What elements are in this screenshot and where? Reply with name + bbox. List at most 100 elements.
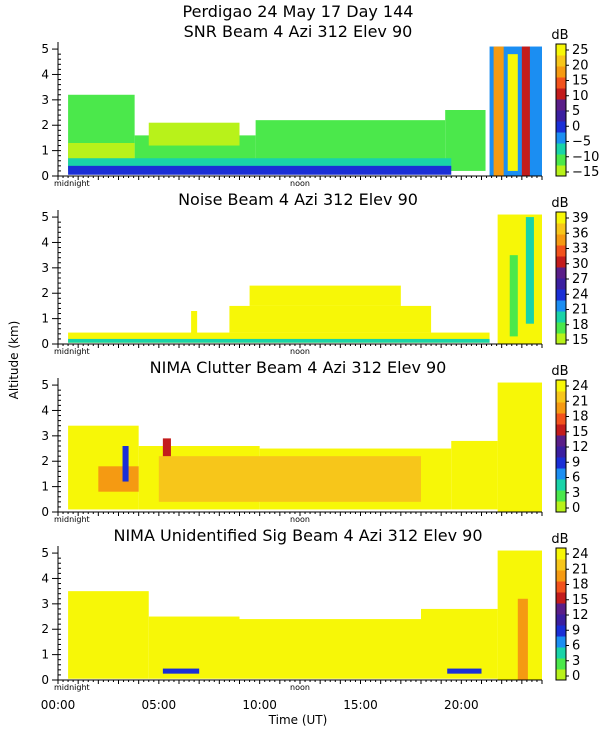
colorbar-tick-label: 12	[572, 608, 589, 623]
colorbar-tick-label: 15	[572, 425, 589, 440]
colorbar-swatch	[556, 413, 566, 425]
colorbar-tick-label: 21	[572, 562, 589, 577]
colorbar-tick-label: 24	[572, 547, 589, 562]
midnight-label: midnight	[54, 683, 90, 692]
colorbar-tick-label: 24	[572, 287, 589, 302]
colorbar-tick-label: 12	[572, 440, 589, 455]
y-tick-label: 1	[41, 144, 49, 158]
y-tick-label: 3	[41, 597, 49, 611]
colorbar-tick-label: 24	[572, 379, 589, 394]
chart-panel: SNR Beam 4 Azi 312 Elev 90 0 1 2 3 4 5 midnight…	[41, 22, 599, 188]
heatmap-cell	[158, 456, 422, 502]
colorbar-swatch	[556, 658, 566, 670]
colorbar-swatch	[556, 245, 566, 257]
y-tick-label: 4	[41, 67, 49, 81]
colorbar-tick-label: 15	[572, 74, 589, 89]
colorbar-swatch	[556, 300, 566, 312]
x-tick-label: 00:00	[41, 698, 76, 712]
colorbar-tick-label: 6	[572, 639, 580, 654]
heatmap-cell	[122, 446, 129, 482]
colorbar-swatch	[556, 121, 566, 133]
colorbar-unit: dB	[551, 532, 568, 547]
heatmap-cell	[68, 332, 490, 343]
heatmap-cell	[191, 311, 198, 334]
x-tick-label: 20:00	[444, 698, 479, 712]
panel-title: Noise Beam 4 Azi 312 Elev 90	[178, 190, 418, 209]
colorbar-swatch	[556, 132, 566, 144]
y-tick-label: 5	[41, 378, 49, 392]
y-tick-label: 4	[41, 403, 49, 417]
colorbar-swatch	[556, 77, 566, 89]
colorbar-tick-label: −5	[572, 135, 591, 150]
x-tick-label: 10:00	[242, 698, 277, 712]
colorbar-swatch	[556, 490, 566, 502]
colorbar-tick-label: 36	[572, 226, 589, 241]
colorbar-swatch	[556, 479, 566, 491]
noon-label: noon	[290, 515, 310, 524]
chart-panel: Noise Beam 4 Azi 312 Elev 90 0 1 2 3 4 5 midnig…	[41, 190, 588, 356]
heatmap-cell	[68, 165, 452, 175]
y-tick-label: 2	[41, 118, 49, 132]
heatmap-cell	[98, 466, 139, 492]
colorbar-swatch	[556, 669, 566, 681]
midnight-label: midnight	[54, 515, 90, 524]
heatmap-cell	[249, 285, 401, 306]
heatmap-cell	[68, 591, 149, 679]
heatmap-cell	[162, 668, 200, 674]
y-tick-label: 1	[41, 648, 49, 662]
panel-title: NIMA Clutter Beam 4 Azi 312 Elev 90	[150, 358, 447, 377]
heatmap-cell	[239, 619, 421, 679]
panel-title: NIMA Unidentified Sig Beam 4 Azi 312 Ele…	[113, 526, 482, 545]
x-tick-label: 15:00	[343, 698, 378, 712]
colorbar-tick-label: 18	[572, 410, 589, 425]
y-tick-label: 2	[41, 454, 49, 468]
heatmap-cell	[148, 616, 240, 679]
colorbar-swatch	[556, 424, 566, 436]
heatmap-cell	[497, 214, 542, 344]
colorbar-tick-label: 20	[572, 58, 589, 73]
colorbar-swatch	[556, 435, 566, 447]
colorbar-frame	[555, 43, 567, 177]
heatmap-cell	[507, 54, 518, 171]
colorbar-frame	[555, 379, 567, 513]
colorbar-tick-label: 15	[572, 593, 589, 608]
noon-label: noon	[290, 683, 310, 692]
noon-label: noon	[290, 179, 310, 188]
colorbar-swatch	[556, 212, 566, 224]
colorbar-frame	[555, 547, 567, 681]
colorbar-swatch	[556, 625, 566, 637]
y-tick-label: 1	[41, 312, 49, 326]
colorbar-swatch	[556, 603, 566, 615]
colorbar-swatch	[556, 256, 566, 268]
colorbar-tick-label: −10	[572, 150, 599, 165]
heatmap-cell	[148, 122, 240, 146]
heatmap-cell	[68, 158, 452, 170]
heatmap-cell	[447, 668, 482, 674]
y-tick-label: 5	[41, 42, 49, 56]
colorbar-swatch	[556, 457, 566, 469]
colorbar-swatch	[556, 165, 566, 177]
y-tick-label: 2	[41, 286, 49, 300]
colorbar-unit: dB	[551, 196, 568, 211]
noon-label: noon	[290, 347, 310, 356]
heatmap-cell	[525, 217, 534, 324]
colorbar-frame	[555, 211, 567, 345]
colorbar-tick-label: 3	[572, 654, 580, 669]
heatmap-cell	[497, 382, 542, 512]
y-tick-label: 5	[41, 546, 49, 560]
midnight-label: midnight	[54, 347, 90, 356]
y-tick-label: 0	[41, 169, 49, 183]
y-tick-label: 0	[41, 337, 49, 351]
colorbar-tick-label: −15	[572, 165, 599, 180]
colorbar-swatch	[556, 311, 566, 323]
heatmap-cell	[68, 338, 490, 343]
heatmap-cell	[162, 438, 171, 457]
colorbar-tick-label: 25	[572, 43, 589, 58]
colorbar-tick-label: 5	[572, 104, 580, 119]
colorbar-swatch	[556, 223, 566, 235]
y-tick-label: 3	[41, 93, 49, 107]
colorbar-tick-label: 3	[572, 486, 580, 501]
heatmap-cell	[493, 46, 504, 177]
x-tick-label: 05:00	[142, 698, 177, 712]
